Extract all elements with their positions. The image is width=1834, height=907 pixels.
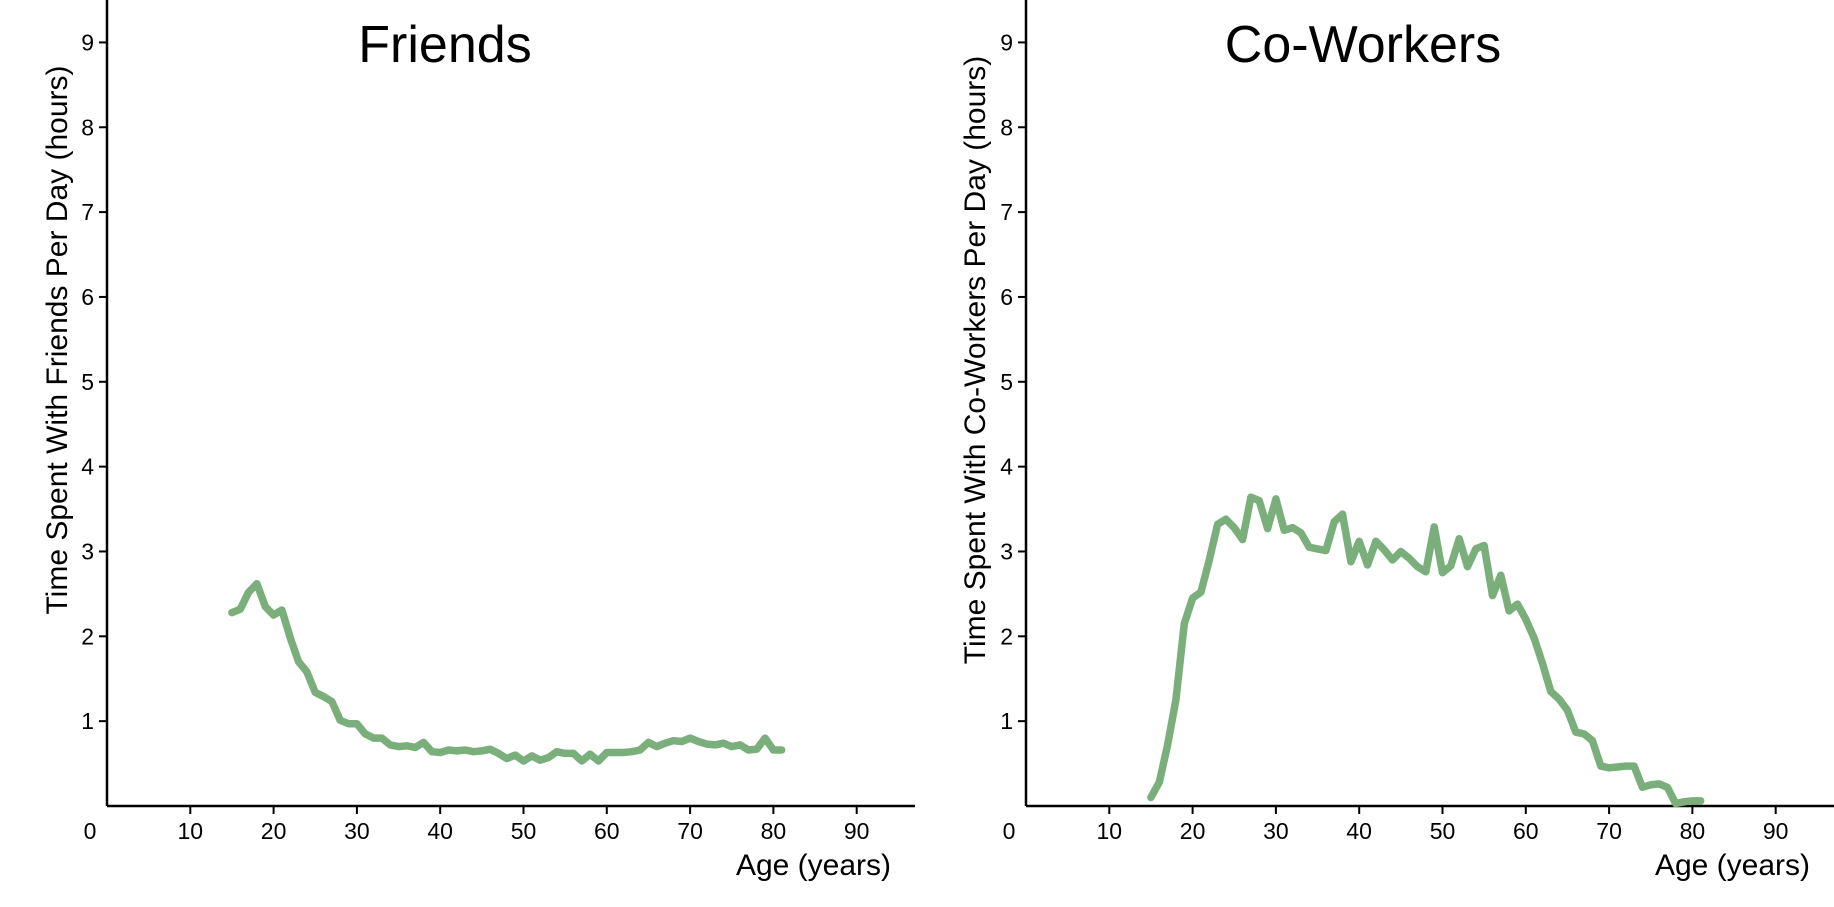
y-tick-label: 9 — [81, 29, 94, 55]
series-line — [228, 579, 786, 765]
x-tick-label: 90 — [844, 818, 870, 844]
x-tick-label: 20 — [261, 818, 287, 844]
y-tick-label: 7 — [81, 199, 94, 225]
y-axis-label: Time Spent With Friends Per Day (hours) — [41, 65, 74, 614]
co-workers-panel: Co-Workers Time Spent With Co-Workers Pe… — [959, 0, 1834, 882]
x-tick-label: 30 — [344, 818, 370, 844]
friends-panel: Friends Time Spent With Friends Per Day … — [41, 0, 915, 882]
x-tick-label: 0 — [84, 818, 97, 844]
x-tick-label: 80 — [761, 818, 787, 844]
x-tick-label: 80 — [1680, 818, 1706, 844]
x-tick-label: 70 — [1596, 818, 1622, 844]
x-tick-label: 0 — [1003, 818, 1016, 844]
x-tick-label: 20 — [1180, 818, 1206, 844]
x-tick-label: 30 — [1263, 818, 1289, 844]
x-tick-label: 10 — [1097, 818, 1123, 844]
y-tick-label: 3 — [1000, 538, 1013, 564]
y-tick-label: 4 — [1000, 454, 1013, 480]
series-line — [1147, 493, 1705, 808]
chart-title: Friends — [358, 16, 531, 74]
x-axis-label: Age (years) — [736, 849, 891, 882]
y-tick-label: 6 — [81, 284, 94, 310]
x-tick-label: 50 — [1430, 818, 1456, 844]
x-tick-label: 70 — [677, 818, 703, 844]
y-axis-label: Time Spent With Co-Workers Per Day (hour… — [959, 56, 992, 664]
x-tick-label: 40 — [427, 818, 453, 844]
y-tick-label: 2 — [81, 623, 94, 649]
y-tick-label: 6 — [1000, 284, 1013, 310]
y-tick-label: 7 — [1000, 199, 1013, 225]
y-tick-label: 9 — [1000, 29, 1013, 55]
y-tick-label: 5 — [81, 369, 94, 395]
x-tick-label: 90 — [1763, 818, 1789, 844]
x-tick-label: 50 — [511, 818, 537, 844]
x-tick-label: 40 — [1346, 818, 1372, 844]
y-tick-label: 2 — [1000, 623, 1013, 649]
x-tick-label: 10 — [178, 818, 204, 844]
y-tick-label: 8 — [81, 114, 94, 140]
y-tick-label: 4 — [81, 454, 94, 480]
y-tick-label: 5 — [1000, 369, 1013, 395]
y-tick-label: 1 — [81, 708, 94, 734]
y-tick-label: 3 — [81, 538, 94, 564]
y-tick-label: 1 — [1000, 708, 1013, 734]
x-tick-label: 60 — [1513, 818, 1539, 844]
y-tick-label: 8 — [1000, 114, 1013, 140]
x-tick-label: 60 — [594, 818, 620, 844]
x-axis-label: Age (years) — [1655, 849, 1810, 882]
chart-title: Co-Workers — [1225, 16, 1501, 74]
